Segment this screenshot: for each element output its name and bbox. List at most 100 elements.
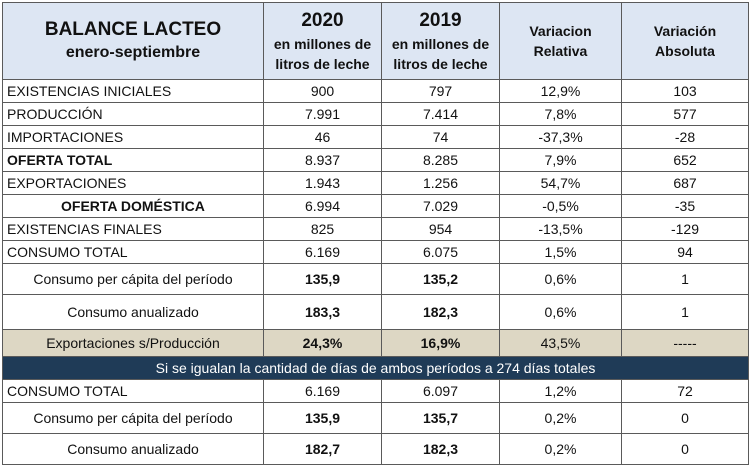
table-row: EXISTENCIAS INICIALES 900 797 12,9% 103 (2, 79, 749, 103)
row-label: Consumo per cápita del período (2, 263, 264, 295)
variation-relative: 0,2% (499, 402, 622, 434)
table-row: Consumo per cápita del período 135,9 135… (2, 263, 749, 295)
row-label: CONSUMO TOTAL (2, 240, 264, 264)
variation-absolute: 687 (621, 171, 749, 195)
col-2020-year: 2020 (301, 10, 344, 31)
value-2019: 6.097 (381, 379, 500, 403)
table-row-subtotal: OFERTA TOTAL 8.937 8.285 7,9% 652 (2, 148, 749, 172)
variation-absolute: 652 (621, 148, 749, 172)
variation-absolute: -35 (621, 194, 749, 218)
row-label: CONSUMO TOTAL (2, 379, 264, 403)
table-row: Consumo anualizado 183,3 182,3 0,6% 1 (2, 294, 749, 330)
col-absolute-line2: Absoluta (655, 43, 715, 59)
col-2020-unit-line2: litros de leche (275, 56, 370, 72)
table-row: Consumo per cápita del período 135,9 135… (2, 402, 749, 434)
variation-relative: 43,5% (499, 329, 622, 357)
row-label: EXPORTACIONES (2, 171, 264, 195)
table-title: BALANCE LACTEO (44, 19, 222, 40)
variation-relative: 0,6% (499, 263, 622, 295)
value-2020: 6.169 (263, 379, 382, 403)
col-2019-unit-line1: en millones de (391, 36, 490, 52)
row-label: Consumo anualizado (2, 433, 264, 465)
variation-absolute: 1 (621, 294, 749, 330)
variation-relative: -13,5% (499, 217, 622, 241)
table-row: IMPORTACIONES 46 74 -37,3% -28 (2, 125, 749, 149)
table-row-subtotal: OFERTA DOMÉSTICA 6.994 7.029 -0,5% -35 (2, 194, 749, 218)
col-2019-year: 2019 (419, 10, 462, 31)
col-2019-header: 2019 en millones de litros de leche (381, 2, 500, 80)
row-label: IMPORTACIONES (2, 125, 264, 149)
table-row: EXPORTACIONES 1.943 1.256 54,7% 687 (2, 171, 749, 195)
table-row: CONSUMO TOTAL 6.169 6.075 1,5% 94 (2, 240, 749, 264)
variation-absolute: -129 (621, 217, 749, 241)
variation-relative: -37,3% (499, 125, 622, 149)
value-2020: 183,3 (263, 294, 382, 330)
adjustment-banner: Si se igualan la cantidad de días de amb… (2, 356, 749, 380)
row-label: EXISTENCIAS FINALES (2, 217, 264, 241)
variation-absolute: 1 (621, 263, 749, 295)
col-absolute-line1: Variación (653, 23, 717, 39)
row-label: Consumo anualizado (2, 294, 264, 330)
value-2019: 7.414 (381, 102, 500, 126)
variation-relative: 54,7% (499, 171, 622, 195)
col-relative-line2: Relativa (533, 43, 588, 59)
col-2020-unit-line1: en millones de (273, 36, 372, 52)
value-2020: 46 (263, 125, 382, 149)
value-2020: 24,3% (263, 329, 382, 357)
variation-relative: -0,5% (499, 194, 622, 218)
table-row: Consumo anualizado 182,7 182,3 0,2% 0 (2, 433, 749, 465)
value-2020: 1.943 (263, 171, 382, 195)
variation-relative: 1,2% (499, 379, 622, 403)
variation-relative: 1,5% (499, 240, 622, 264)
milk-balance-table: BALANCE LACTEO enero-septiembre 2020 en … (2, 2, 749, 465)
variation-absolute: ----- (621, 329, 749, 357)
value-2019: 954 (381, 217, 500, 241)
title-cell: BALANCE LACTEO enero-septiembre (2, 2, 264, 80)
value-2019: 135,2 (381, 263, 500, 295)
variation-relative: 12,9% (499, 79, 622, 103)
variation-relative: 7,9% (499, 148, 622, 172)
value-2020: 135,9 (263, 263, 382, 295)
adjustment-banner-row: Si se igualan la cantidad de días de amb… (2, 356, 749, 380)
table-subtitle: enero-septiembre (65, 44, 201, 61)
variation-absolute: 0 (621, 402, 749, 434)
table-row: CONSUMO TOTAL 6.169 6.097 1,2% 72 (2, 379, 749, 403)
variation-absolute: 577 (621, 102, 749, 126)
col-relative-line1: Variacion (529, 23, 592, 39)
value-2019: 797 (381, 79, 500, 103)
variation-absolute: 94 (621, 240, 749, 264)
value-2019: 135,7 (381, 402, 500, 434)
variation-absolute: 0 (621, 433, 749, 465)
variation-absolute: -28 (621, 125, 749, 149)
header-row: BALANCE LACTEO enero-septiembre 2020 en … (2, 2, 749, 80)
value-2020: 135,9 (263, 402, 382, 434)
row-label: EXISTENCIAS INICIALES (2, 79, 264, 103)
variation-relative: 0,6% (499, 294, 622, 330)
value-2020: 182,7 (263, 433, 382, 465)
variation-relative: 0,2% (499, 433, 622, 465)
variation-absolute: 103 (621, 79, 749, 103)
row-label: Exportaciones s/Producción (2, 329, 264, 357)
table-row-highlight: Exportaciones s/Producción 24,3% 16,9% 4… (2, 329, 749, 357)
value-2019: 182,3 (381, 294, 500, 330)
value-2019: 182,3 (381, 433, 500, 465)
value-2019: 8.285 (381, 148, 500, 172)
variation-relative: 7,8% (499, 102, 622, 126)
row-label: PRODUCCIÓN (2, 102, 264, 126)
value-2019: 16,9% (381, 329, 500, 357)
value-2020: 8.937 (263, 148, 382, 172)
value-2020: 900 (263, 79, 382, 103)
col-absolute-header: Variación Absoluta (621, 2, 749, 80)
col-2020-header: 2020 en millones de litros de leche (263, 2, 382, 80)
variation-absolute: 72 (621, 379, 749, 403)
table-row: EXISTENCIAS FINALES 825 954 -13,5% -129 (2, 217, 749, 241)
col-relative-header: Variacion Relativa (499, 2, 622, 80)
row-label: OFERTA DOMÉSTICA (2, 194, 264, 218)
value-2019: 1.256 (381, 171, 500, 195)
value-2020: 6.994 (263, 194, 382, 218)
row-label: OFERTA TOTAL (2, 148, 264, 172)
row-label: Consumo per cápita del período (2, 402, 264, 434)
table-row: PRODUCCIÓN 7.991 7.414 7,8% 577 (2, 102, 749, 126)
value-2019: 74 (381, 125, 500, 149)
value-2019: 6.075 (381, 240, 500, 264)
